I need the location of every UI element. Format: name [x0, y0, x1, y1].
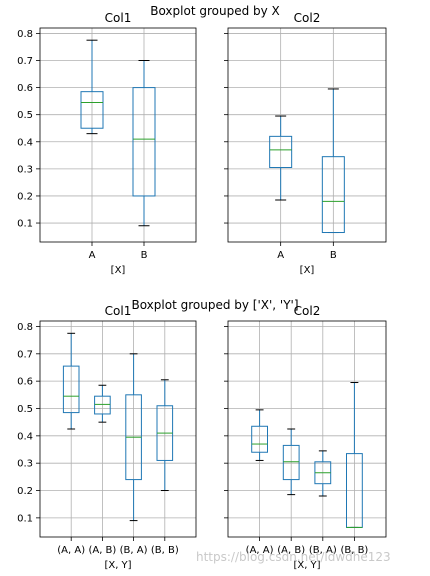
- y-tick-label: 0.7: [17, 56, 33, 67]
- y-tick-label: 0.8: [17, 322, 33, 333]
- x-axis-label: [X, Y]: [104, 560, 131, 571]
- x-axis-label: [X]: [111, 265, 126, 276]
- figure-title-top: Boxplot grouped by X: [150, 4, 280, 18]
- x-tick-label: (B, A): [120, 545, 148, 556]
- y-tick-label: 0.5: [17, 110, 33, 121]
- x-tick-label: (A, B): [88, 545, 116, 556]
- box: [251, 425, 268, 453]
- subplot-title: Col1: [105, 304, 132, 318]
- y-tick-label: 0.5: [17, 404, 33, 415]
- y-tick-label: 0.8: [17, 29, 33, 40]
- box: [321, 156, 345, 234]
- y-tick-label: 0.4: [17, 431, 33, 442]
- y-tick-label: 0.4: [17, 137, 33, 148]
- axes-frame: [227, 27, 387, 243]
- y-tick-label: 0.2: [17, 486, 33, 497]
- x-tick-label: (A, A): [246, 545, 274, 556]
- box: [269, 135, 293, 169]
- subplot-title: Col1: [105, 11, 132, 25]
- axes-frame: [39, 27, 197, 243]
- box: [132, 87, 156, 197]
- box: [282, 444, 300, 481]
- x-tick-label: B: [141, 250, 148, 261]
- axes-frame: [227, 320, 387, 538]
- subplot-title: Col2: [294, 304, 321, 318]
- x-tick-label: A: [89, 250, 96, 261]
- x-tick-label: (B, A): [309, 545, 337, 556]
- y-tick-label: 0.3: [17, 459, 33, 470]
- x-axis-label: [X, Y]: [293, 560, 320, 571]
- y-tick-label: 0.1: [17, 513, 33, 524]
- x-tick-label: B: [330, 250, 337, 261]
- y-tick-label: 0.7: [17, 349, 33, 360]
- axes-frame: [39, 320, 197, 538]
- box: [62, 365, 80, 414]
- y-tick-label: 0.1: [17, 219, 33, 230]
- x-tick-label: (A, A): [57, 545, 85, 556]
- x-tick-label: (B, B): [340, 545, 368, 556]
- y-tick-label: 0.3: [17, 164, 33, 175]
- x-tick-label: A: [277, 250, 284, 261]
- watermark: https://blog.csdn.net/ldwdhe123: [196, 550, 391, 564]
- box: [80, 91, 104, 129]
- y-tick-label: 0.6: [17, 83, 33, 94]
- y-tick-label: 0.6: [17, 377, 33, 388]
- subplot-title: Col2: [294, 11, 321, 25]
- y-tick-label: 0.2: [17, 191, 33, 202]
- x-axis-label: [X]: [300, 265, 315, 276]
- x-tick-label: (A, B): [277, 545, 305, 556]
- x-tick-label: (B, B): [151, 545, 179, 556]
- box: [94, 395, 111, 415]
- figure-title-bottom: Boxplot grouped by ['X', 'Y']: [131, 298, 299, 312]
